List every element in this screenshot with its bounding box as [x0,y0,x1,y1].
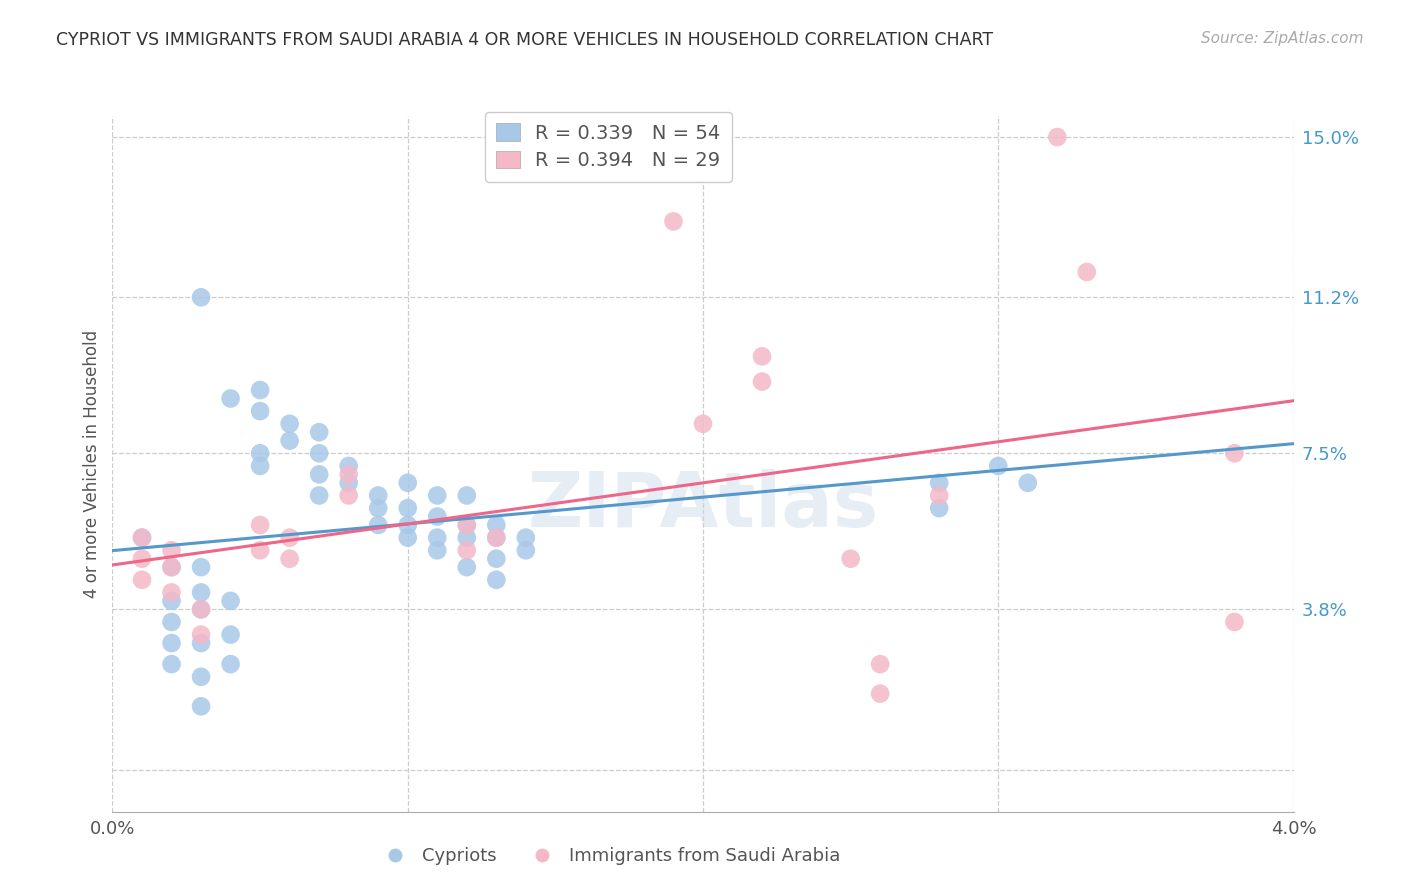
Y-axis label: 4 or more Vehicles in Household: 4 or more Vehicles in Household [83,330,101,598]
Point [190,636,212,650]
Point [662,214,685,228]
Point [515,531,537,545]
Point [278,434,301,448]
Point [249,518,271,533]
Point [396,518,419,533]
Point [160,560,183,574]
Point [190,560,212,574]
Point [367,501,389,516]
Point [456,531,478,545]
Point [456,518,478,533]
Point [278,551,301,566]
Point [160,560,183,574]
Point [160,543,183,558]
Point [485,551,508,566]
Point [928,501,950,516]
Point [219,392,242,406]
Point [928,488,950,502]
Point [426,543,449,558]
Point [692,417,714,431]
Point [190,670,212,684]
Point [160,615,183,629]
Point [190,290,212,304]
Point [751,349,773,363]
Point [190,585,212,599]
Point [1046,130,1069,145]
Point [337,467,360,482]
Point [426,531,449,545]
Legend: Cypriots, Immigrants from Saudi Arabia: Cypriots, Immigrants from Saudi Arabia [370,840,848,872]
Point [839,551,862,566]
Point [190,602,212,616]
Point [337,475,360,490]
Point [131,531,153,545]
Point [485,518,508,533]
Point [131,551,153,566]
Point [278,531,301,545]
Point [396,475,419,490]
Point [1017,475,1039,490]
Point [190,699,212,714]
Point [396,501,419,516]
Point [456,543,478,558]
Point [219,594,242,608]
Text: Source: ZipAtlas.com: Source: ZipAtlas.com [1201,31,1364,46]
Point [367,518,389,533]
Point [869,657,891,672]
Point [515,543,537,558]
Point [1223,446,1246,460]
Point [485,531,508,545]
Point [308,425,330,440]
Point [869,687,891,701]
Point [249,543,271,558]
Point [160,585,183,599]
Point [426,488,449,502]
Point [308,467,330,482]
Point [1076,265,1098,279]
Point [485,531,508,545]
Point [160,594,183,608]
Point [249,458,271,473]
Point [456,560,478,574]
Point [456,518,478,533]
Point [219,627,242,641]
Point [249,446,271,460]
Point [249,404,271,418]
Point [160,636,183,650]
Point [928,475,950,490]
Point [190,627,212,641]
Point [337,488,360,502]
Point [190,602,212,616]
Point [987,458,1010,473]
Point [485,573,508,587]
Point [751,375,773,389]
Point [131,573,153,587]
Text: ZIPAtlas: ZIPAtlas [527,468,879,542]
Point [308,488,330,502]
Point [131,531,153,545]
Point [249,383,271,397]
Point [367,488,389,502]
Text: CYPRIOT VS IMMIGRANTS FROM SAUDI ARABIA 4 OR MORE VEHICLES IN HOUSEHOLD CORRELAT: CYPRIOT VS IMMIGRANTS FROM SAUDI ARABIA … [56,31,994,49]
Point [308,446,330,460]
Point [219,657,242,672]
Point [160,657,183,672]
Point [1223,615,1246,629]
Point [278,417,301,431]
Point [426,509,449,524]
Point [337,458,360,473]
Point [396,531,419,545]
Point [456,488,478,502]
